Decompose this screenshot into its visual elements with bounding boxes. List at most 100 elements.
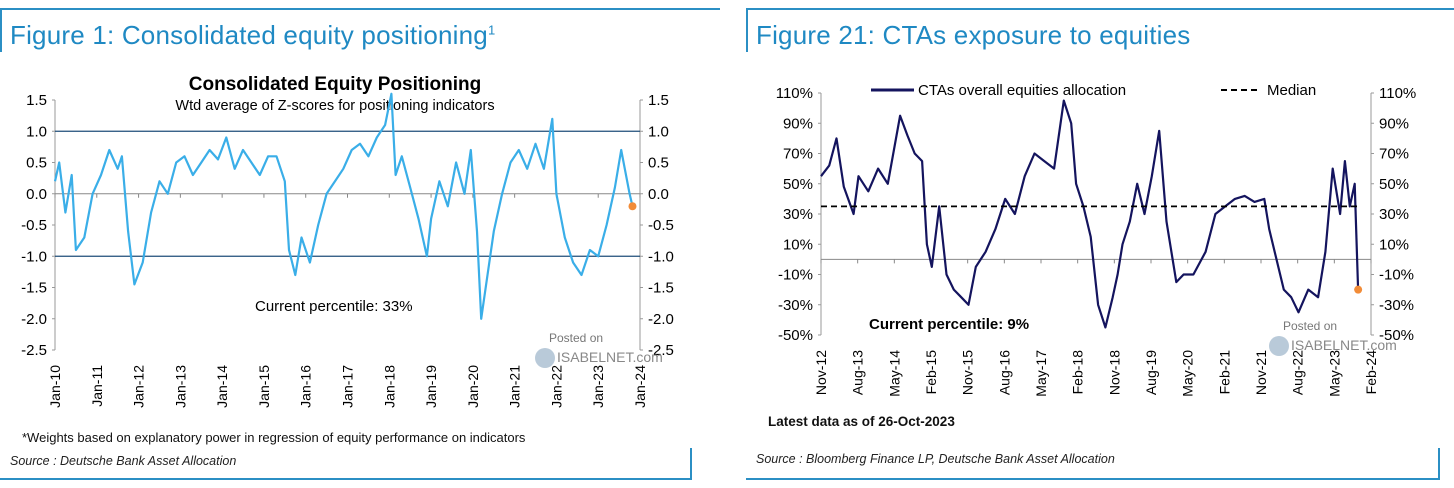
- y-tick-label-left: -30%: [778, 297, 813, 314]
- left-title-rule: [0, 8, 2, 52]
- left-figure-title-text: Figure 1: Consolidated equity positionin…: [10, 20, 488, 50]
- x-tick-label: Jan-12: [131, 365, 147, 408]
- x-tick-label: Jan-14: [214, 365, 230, 408]
- y-tick-label-right: 0.0: [648, 186, 669, 203]
- series-line: [820, 99, 1360, 329]
- right-figure-title: Figure 21: CTAs exposure to equities: [756, 20, 1191, 50]
- y-tick-label-right: 30%: [1379, 206, 1409, 223]
- right-top-rule: [746, 8, 1454, 10]
- isabelnet-watermark: Posted on ISABELNET.com: [535, 331, 663, 368]
- left-figure-panel: Figure 1: Consolidated equity positionin…: [0, 0, 720, 488]
- x-tick-label: May-23: [1326, 350, 1342, 397]
- right-figure-panel: Figure 21: CTAs exposure to equities CTA…: [746, 0, 1454, 488]
- x-tick-label: Jan-23: [590, 365, 606, 408]
- left-footnote: *Weights based on explanatory power in r…: [22, 430, 526, 445]
- y-tick-label-right: 50%: [1379, 176, 1409, 193]
- watermark-line2: ISABELNET.com: [1291, 337, 1397, 353]
- y-tick-label-right: -30%: [1379, 297, 1414, 314]
- current-point-marker: [628, 202, 637, 211]
- y-tick-label-left: -50%: [778, 327, 813, 344]
- right-title-rule: [746, 8, 748, 52]
- y-tick-label-left: 90%: [783, 115, 813, 132]
- x-tick-label: Nov-21: [1253, 350, 1269, 395]
- y-tick-label-left: 0.0: [26, 186, 47, 203]
- x-tick-label: May-14: [886, 350, 902, 397]
- y-tick-label-left: 0.5: [26, 155, 47, 172]
- y-tick-label-right: 110%: [1379, 85, 1416, 102]
- y-tick-label-right: -1.5: [648, 280, 674, 297]
- y-tick-label-right: -50%: [1379, 327, 1414, 344]
- left-figure-title-sup: 1: [487, 22, 496, 38]
- y-tick-label-left: 50%: [783, 176, 813, 193]
- x-tick-label: Jan-10: [47, 365, 63, 408]
- x-tick-label: Jan-17: [340, 365, 356, 408]
- x-tick-label: Jan-13: [172, 365, 188, 408]
- legend: CTAs overall equities allocation Median: [871, 82, 1316, 99]
- y-tick-label-right: -2.5: [648, 342, 674, 359]
- y-tick-label-left: 30%: [783, 206, 813, 223]
- right-bottom-rule: [746, 478, 1440, 480]
- y-tick-label-right: -2.0: [648, 311, 674, 328]
- x-tick-label: Jan-18: [381, 365, 397, 408]
- right-bottom-right-rule: [1438, 448, 1440, 480]
- legend-label-allocation: CTAs overall equities allocation: [918, 82, 1126, 99]
- y-tick-label-left: 110%: [776, 85, 813, 102]
- y-tick-label-left: 70%: [783, 146, 813, 163]
- x-tick-label: May-17: [1033, 350, 1049, 397]
- x-tick-label: Aug-19: [1143, 350, 1159, 395]
- y-tick-label-right: 70%: [1379, 146, 1409, 163]
- x-tick-label: Aug-13: [850, 350, 866, 395]
- y-tick-label-right: 10%: [1379, 236, 1409, 253]
- y-tick-label-right: -0.5: [648, 217, 674, 234]
- x-tick-label: Jan-15: [256, 365, 272, 408]
- x-tick-label: Jan-21: [507, 365, 523, 408]
- series-line: [53, 92, 634, 320]
- x-tick-label: Jan-11: [89, 365, 105, 407]
- left-figure-title: Figure 1: Consolidated equity positionin…: [10, 20, 495, 51]
- y-tick-label-right: 1.0: [648, 123, 669, 140]
- x-tick-label: Feb-24: [1363, 350, 1379, 395]
- y-tick-label-left: 1.0: [26, 123, 47, 140]
- right-source: Source : Bloomberg Finance LP, Deutsche …: [756, 452, 1115, 466]
- y-tick-label-left: -1.0: [21, 248, 47, 265]
- x-tick-label: Aug-22: [1290, 350, 1306, 395]
- watermark-line2: ISABELNET.com: [557, 349, 663, 365]
- globe-icon: [535, 348, 555, 368]
- x-tick-label: Jan-19: [423, 365, 439, 408]
- x-tick-label: Aug-16: [996, 350, 1012, 395]
- x-tick-label: May-20: [1180, 350, 1196, 397]
- y-tick-label-left: 1.5: [26, 92, 47, 109]
- x-tick-label: Nov-12: [813, 350, 829, 395]
- right-latest-data: Latest data as of 26-Oct-2023: [768, 414, 955, 429]
- x-tick-label: Nov-15: [960, 350, 976, 395]
- y-tick-label-left: -2.0: [21, 311, 47, 328]
- x-tick-label: Feb-21: [1216, 350, 1232, 395]
- y-tick-label-left: -10%: [778, 267, 813, 284]
- left-bottom-rule: [0, 478, 692, 480]
- x-tick-label: Feb-15: [923, 350, 939, 395]
- current-point-marker: [1354, 285, 1363, 294]
- y-tick-label-left: -0.5: [21, 217, 47, 234]
- y-tick-label-left: -1.5: [21, 280, 47, 297]
- left-source: Source : Deutsche Bank Asset Allocation: [10, 454, 237, 468]
- left-bottom-right-rule: [690, 448, 692, 480]
- watermark-line1: Posted on: [1283, 319, 1337, 333]
- y-tick-label-right: 0.5: [648, 155, 669, 172]
- x-tick-label: Jan-24: [632, 365, 648, 408]
- y-tick-label-right: -10%: [1379, 267, 1414, 284]
- x-tick-label: Jan-22: [548, 365, 564, 408]
- y-tick-label-left: -2.5: [21, 342, 47, 359]
- right-chart: CTAs overall equities allocation Median 11…: [776, 82, 1417, 397]
- current-percentile-label: Current percentile: 33%: [255, 298, 413, 315]
- y-tick-label-right: 90%: [1379, 115, 1409, 132]
- left-chart: Consolidated Equity Positioning Wtd avera…: [21, 74, 674, 408]
- left-top-rule: [0, 8, 720, 10]
- current-percentile-label: Current percentile: 9%: [869, 316, 1029, 333]
- x-tick-label: Feb-18: [1070, 350, 1086, 395]
- y-tick-label-left: 10%: [783, 236, 813, 253]
- watermark-line1: Posted on: [549, 331, 603, 345]
- chart-title: Consolidated Equity Positioning: [189, 74, 481, 95]
- y-tick-label-right: 1.5: [648, 92, 669, 109]
- chart-subtitle: Wtd average of Z-scores for positioning …: [175, 98, 494, 114]
- y-tick-label-right: -1.0: [648, 248, 674, 265]
